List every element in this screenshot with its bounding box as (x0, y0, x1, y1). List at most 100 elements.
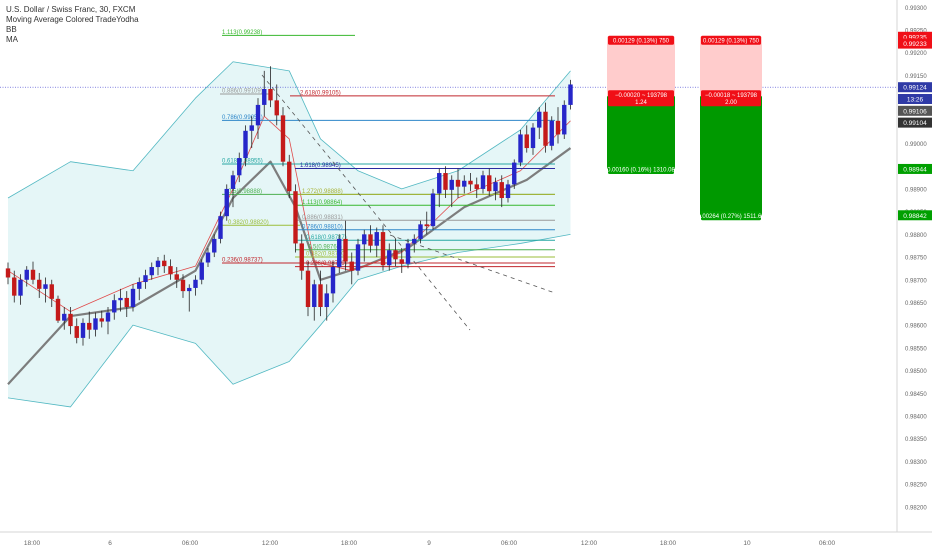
candle-body[interactable] (237, 158, 242, 176)
candle-body[interactable] (549, 120, 554, 146)
candle-body[interactable] (118, 297, 123, 301)
study-moving-average[interactable]: Moving Average Colored TradeYodha (6, 15, 139, 24)
candle-body[interactable] (262, 89, 267, 105)
candle-body[interactable] (555, 120, 561, 135)
candle-body[interactable] (355, 244, 361, 271)
candle-body[interactable] (424, 224, 429, 227)
candle-body[interactable] (499, 182, 504, 199)
candle-body[interactable] (405, 243, 411, 264)
candle-body[interactable] (49, 284, 54, 299)
candle-body[interactable] (187, 287, 192, 292)
candle-body[interactable] (530, 127, 536, 149)
candle-body[interactable] (330, 267, 336, 294)
candle-body[interactable] (5, 268, 11, 278)
candle-body[interactable] (143, 275, 148, 283)
study-bollinger-bands[interactable]: BB (6, 25, 17, 34)
candle-body[interactable] (368, 234, 373, 246)
candle-body[interactable] (199, 262, 204, 280)
candle-body[interactable] (437, 173, 442, 194)
candle-body[interactable] (37, 279, 42, 289)
candle-body[interactable] (205, 252, 211, 263)
candle-body[interactable] (18, 279, 23, 296)
candle-body[interactable] (493, 182, 498, 192)
candle-body[interactable] (387, 250, 392, 266)
candle-body[interactable] (112, 300, 117, 313)
candle-body[interactable] (24, 269, 29, 280)
candle-body[interactable] (312, 284, 317, 308)
candle-body[interactable] (518, 134, 523, 163)
candle-body[interactable] (299, 243, 304, 271)
candle-body[interactable] (74, 326, 79, 338)
candle-body[interactable] (243, 130, 248, 159)
candle-body[interactable] (149, 267, 154, 276)
candle-body[interactable] (287, 161, 292, 192)
candle-body[interactable] (162, 260, 167, 267)
chart-title[interactable]: U.S. Dollar / Swiss Franc, 30, FXCM (6, 5, 136, 14)
candle-body[interactable] (137, 282, 142, 289)
candle-body[interactable] (362, 234, 367, 245)
candle-body[interactable] (349, 261, 354, 271)
candle-body[interactable] (230, 175, 236, 189)
candle-body[interactable] (393, 250, 398, 260)
candle-body[interactable] (193, 279, 198, 288)
candle-body[interactable] (380, 232, 386, 266)
candle-body[interactable] (480, 175, 486, 189)
candle-body[interactable] (30, 269, 36, 280)
candle-body[interactable] (487, 175, 492, 192)
candle-body[interactable] (80, 322, 86, 338)
candle-body[interactable] (443, 173, 448, 190)
candle-body[interactable] (343, 238, 348, 262)
candle-body[interactable] (512, 162, 517, 185)
candle-body[interactable] (318, 284, 323, 308)
candle-body[interactable] (212, 238, 217, 253)
position-target-zone[interactable] (607, 96, 675, 169)
candle-body[interactable] (524, 134, 529, 149)
candle-body[interactable] (105, 312, 111, 322)
candle-body[interactable] (43, 284, 48, 289)
position-stop-zone[interactable] (700, 36, 762, 97)
candle-body[interactable] (337, 238, 342, 268)
candle-body[interactable] (274, 100, 279, 116)
position-target-zone[interactable] (700, 96, 762, 216)
candle-body[interactable] (268, 89, 273, 101)
candle-body[interactable] (455, 179, 461, 187)
candle-body[interactable] (562, 104, 567, 135)
candle-body[interactable] (305, 270, 311, 308)
candle-body[interactable] (68, 313, 73, 327)
candle-body[interactable] (293, 191, 298, 244)
candle-body[interactable] (62, 313, 67, 321)
study-ma[interactable]: MA (6, 35, 18, 44)
candle-body[interactable] (537, 111, 542, 128)
candle-body[interactable] (399, 259, 404, 264)
candle-body[interactable] (324, 293, 329, 308)
candle-body[interactable] (430, 193, 436, 227)
candle-body[interactable] (468, 180, 473, 185)
candle-body[interactable] (374, 232, 379, 246)
candle-body[interactable] (474, 184, 479, 189)
candle-body[interactable] (280, 115, 286, 162)
candle-body[interactable] (12, 277, 17, 296)
candle-body[interactable] (412, 238, 417, 244)
candle-body[interactable] (462, 180, 467, 187)
candle-body[interactable] (130, 288, 136, 308)
position-stop-zone[interactable] (607, 36, 675, 97)
candle-body[interactable] (93, 318, 98, 330)
candle-body[interactable] (99, 318, 104, 322)
trend-line[interactable] (261, 74, 471, 331)
candle-body[interactable] (505, 184, 511, 199)
candle-body[interactable] (124, 297, 129, 308)
candle-body[interactable] (218, 216, 223, 239)
candle-body[interactable] (168, 266, 173, 275)
candle-body[interactable] (180, 279, 186, 292)
candle-body[interactable] (87, 322, 92, 330)
candle-body[interactable] (568, 84, 573, 105)
trend-line[interactable] (389, 234, 556, 294)
candle-body[interactable] (174, 274, 179, 280)
candle-body[interactable] (249, 125, 254, 131)
candle-body[interactable] (449, 179, 454, 190)
candle-body[interactable] (255, 104, 261, 126)
candle-body[interactable] (55, 298, 61, 321)
candle-body[interactable] (543, 111, 548, 146)
candle-body[interactable] (155, 260, 161, 268)
